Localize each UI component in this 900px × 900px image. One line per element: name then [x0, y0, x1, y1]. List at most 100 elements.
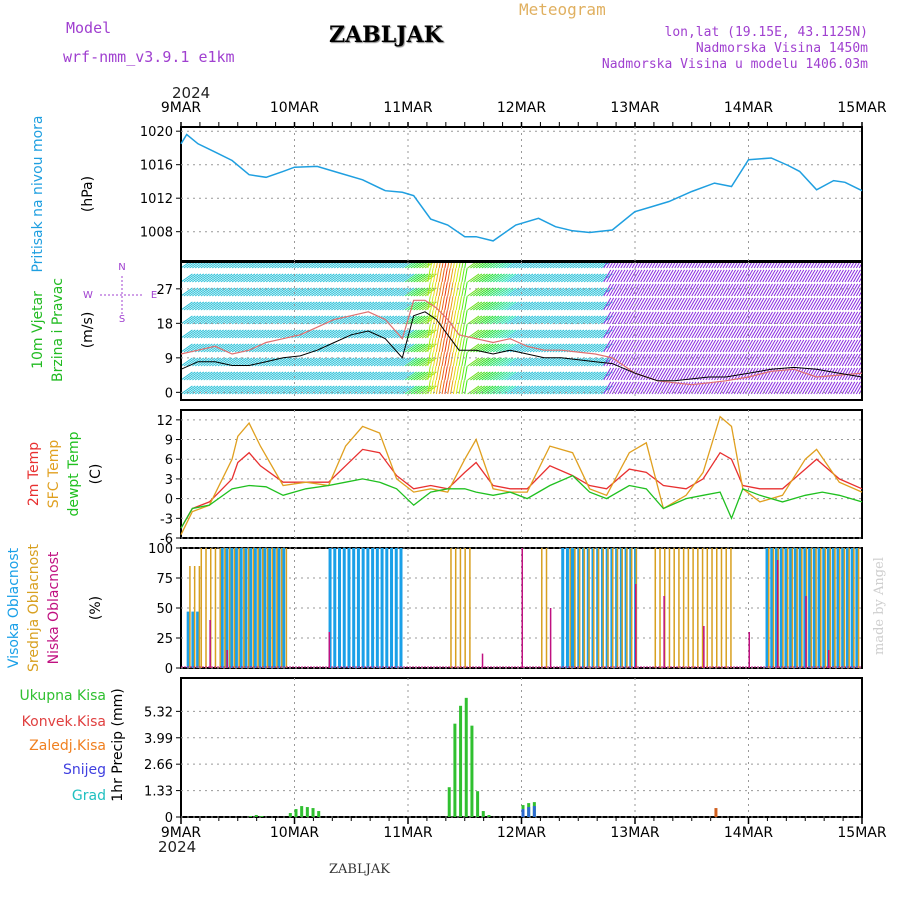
wind-barb: [611, 325, 620, 339]
wind-barb: [833, 262, 838, 269]
cloud-high-bar: [779, 548, 783, 668]
wind-barb: [455, 352, 460, 367]
wind-barb: [850, 353, 859, 367]
wind-barb: [311, 262, 321, 269]
wind-barb: [399, 385, 412, 395]
wind-barb: [458, 380, 462, 395]
wind-barb: [416, 287, 429, 297]
model-name: wrf-nmm_v3.9.1 e1km: [63, 48, 235, 66]
wind-barb: [830, 353, 839, 367]
wind-barb: [393, 315, 406, 325]
wind-barb: [263, 301, 276, 311]
wind-barb: [356, 357, 369, 367]
wind-barb: [441, 380, 445, 395]
wind-barb: [410, 262, 421, 269]
wind-barb: [427, 352, 431, 367]
wind-barb: [819, 311, 827, 325]
wind-speed-line: [180, 311, 863, 382]
wind-barb: [617, 325, 626, 339]
wind-barb: [294, 357, 307, 367]
wind-barb: [640, 297, 649, 311]
wind-barb: [257, 315, 270, 325]
wind-barb: [742, 269, 751, 283]
wind-barb: [206, 301, 219, 311]
wind-barb: [583, 315, 596, 325]
cloud-low-bar: [776, 560, 779, 668]
wind-barb: [248, 262, 259, 269]
wind-barb: [359, 262, 370, 269]
cloud-low-bar: [481, 653, 484, 668]
wind-barb: [736, 262, 742, 269]
wind-barb: [387, 371, 400, 381]
cloud-mid-bar: [768, 548, 770, 668]
wind-barb: [538, 357, 551, 367]
wind-barb: [836, 311, 844, 325]
wind-barb: [541, 371, 554, 381]
wind-barb: [379, 301, 392, 311]
wind-barb: [671, 325, 680, 339]
wind-barb: [628, 269, 637, 283]
wind-barb: [552, 357, 565, 367]
wind-barb: [855, 299, 862, 311]
wind-barb: [543, 371, 556, 381]
wind-barb: [504, 329, 517, 339]
wind-barb: [390, 262, 401, 269]
cloud-mid-bar: [829, 548, 832, 668]
cloud-high-bar: [390, 548, 394, 668]
wind-barb: [263, 329, 276, 339]
wind-barb: [708, 311, 717, 325]
wind-barb: [651, 269, 660, 283]
wind-barb: [546, 301, 559, 311]
wind-barb: [521, 329, 534, 339]
wind-barb: [575, 343, 588, 353]
wind-barb: [620, 269, 629, 283]
cloud-low-bar: [549, 608, 552, 668]
wind-barb: [838, 339, 847, 353]
wind-barb: [458, 296, 462, 311]
cloud-mid-bar: [602, 548, 605, 668]
wind-barb: [787, 325, 796, 339]
cloud-low-bars: [209, 548, 830, 668]
wind-barb: [345, 273, 358, 283]
cloud-mid-bar: [200, 548, 203, 668]
wind-barb: [248, 371, 261, 381]
wind-barb: [475, 273, 488, 283]
wind-barb: [833, 269, 842, 283]
wind-barb: [827, 269, 836, 283]
wind-barb: [280, 329, 293, 339]
wind-barb: [282, 301, 295, 311]
wind-barb: [705, 297, 714, 311]
wind-barb: [319, 315, 332, 325]
wind-barb: [560, 287, 573, 297]
wind-barb: [240, 287, 253, 297]
precip-bar: [317, 811, 321, 817]
wind-barb: [294, 287, 307, 297]
wind-barb: [532, 273, 545, 283]
wind-barb: [753, 367, 762, 381]
wind-barb: [827, 283, 836, 297]
cloud-high-bar: [831, 548, 835, 668]
wind-barb: [592, 371, 605, 381]
wind-barb: [654, 339, 663, 353]
wind-barb: [487, 287, 500, 297]
wind-barb: [850, 297, 859, 311]
wind-barb: [603, 339, 612, 353]
wind-barb: [691, 339, 700, 353]
wind-barb: [796, 311, 805, 325]
wind-barb: [192, 315, 205, 325]
wind-barb: [365, 357, 378, 367]
wind-barb: [345, 343, 358, 353]
wind-barb: [407, 371, 420, 381]
wind-barb: [793, 269, 802, 283]
wind-barb: [844, 325, 853, 339]
wind-barb: [265, 329, 278, 339]
wind-barb: [314, 301, 327, 311]
wind-barb: [637, 353, 646, 367]
wind-barb: [753, 339, 762, 353]
ytick-label: 75: [156, 572, 173, 587]
wind-barb: [733, 262, 739, 269]
wind-barb: [280, 385, 293, 395]
wind-barb: [325, 385, 338, 395]
cloud-high-bar: [836, 548, 840, 668]
wind-barb: [694, 283, 703, 297]
